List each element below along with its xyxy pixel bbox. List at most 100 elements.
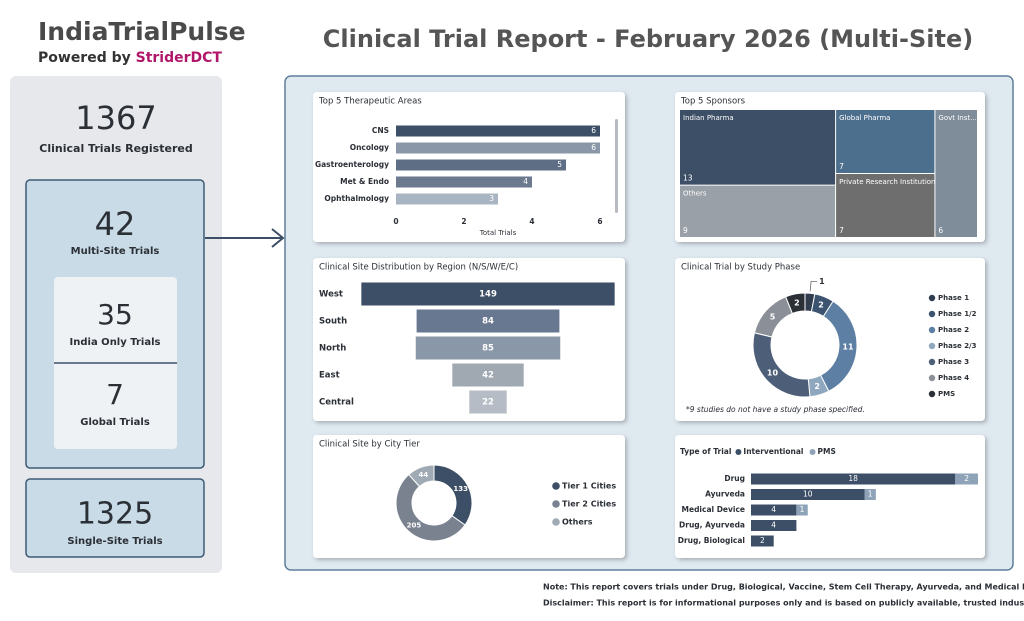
- data-label: 4: [523, 177, 528, 186]
- y-tick-label: CNS: [372, 126, 389, 135]
- bar: [396, 142, 600, 154]
- bar-segment: [864, 489, 876, 500]
- data-label: 44: [419, 471, 429, 479]
- tile-value: 7: [839, 226, 844, 235]
- treemap-tile: [680, 110, 836, 185]
- bar: [396, 159, 566, 171]
- kpi-value: 1367: [75, 99, 156, 137]
- bar-segment: [751, 520, 797, 531]
- legend-label: Tier 1 Cities: [562, 482, 616, 491]
- legend-label: Others: [562, 518, 593, 527]
- data-label: 5: [557, 160, 562, 169]
- data-label: 5: [770, 312, 776, 321]
- tile-value: 9: [683, 226, 688, 235]
- note: Note: This report covers trials under Dr…: [543, 583, 1024, 592]
- data-label: 84: [482, 317, 494, 327]
- legend-label: Phase 1/2: [938, 310, 977, 318]
- y-tick-label: Drug: [724, 474, 745, 483]
- donut-slice: [395, 473, 466, 542]
- y-tick-label: Oncology: [350, 143, 389, 152]
- legend-swatch: [928, 358, 936, 366]
- legend-swatch: [928, 390, 936, 398]
- bar-segment: [955, 473, 978, 485]
- treemap-tile: [836, 174, 935, 237]
- x-tick-label: 4: [529, 217, 534, 226]
- bar: [396, 193, 498, 205]
- legend-swatch: [552, 482, 560, 490]
- arrow: [205, 228, 285, 248]
- legend-swatch: [552, 500, 560, 508]
- kpi-label: Global Trials: [80, 417, 150, 428]
- tile-label: Global Pharma: [839, 114, 890, 122]
- legend-label: Phase 2/3: [938, 342, 977, 350]
- data-label: 22: [482, 398, 494, 408]
- legend-swatch: [928, 326, 936, 334]
- funnel-bar: [361, 282, 615, 306]
- kpi-value: 1325: [77, 497, 153, 532]
- data-label: 1: [800, 505, 805, 514]
- legend-label: PMS: [818, 447, 836, 456]
- chart-title: Clinical Site by City Tier: [319, 440, 420, 450]
- y-tick-label: Medical Device: [682, 505, 745, 514]
- data-label: 10: [803, 490, 813, 499]
- bar-segment: [796, 504, 808, 516]
- legend-swatch: [928, 374, 936, 382]
- bar: [396, 176, 532, 188]
- tile-value: 7: [839, 162, 844, 171]
- legend-label: Tier 2 Cities: [562, 500, 616, 509]
- kpi-value: 35: [97, 298, 133, 331]
- x-tick-label: 6: [597, 217, 602, 226]
- funnel-bar: [469, 390, 507, 414]
- donut-slice: [785, 292, 806, 315]
- tile-label: Govt Inst...: [938, 114, 976, 122]
- bar-segment: [751, 473, 956, 485]
- category-label: Central: [319, 398, 354, 408]
- treemap-tile: [935, 110, 977, 237]
- tile-label: Private Research Institution: [839, 178, 935, 186]
- legend-title: Type of Trial: [680, 447, 731, 456]
- bar-segment: [751, 535, 774, 547]
- y-tick-label: Drug, Ayurveda: [679, 521, 745, 530]
- legend-label: Phase 2: [938, 326, 969, 334]
- tile-label: Indian Pharma: [683, 114, 734, 122]
- kpi-label: India Only Trials: [70, 337, 161, 348]
- tile-value: 13: [683, 174, 693, 183]
- data-label: 2: [964, 474, 969, 483]
- data-label: 11: [842, 343, 854, 352]
- charts: Top 5 Therapeutic Areas CNS 6 Oncology 6 Gast…: [313, 92, 985, 558]
- legend-swatch: [928, 310, 936, 318]
- funnel-bar: [416, 309, 560, 333]
- x-tick-label: 0: [393, 217, 398, 226]
- chart-title: Clinical Trial by Study Phase: [681, 263, 800, 273]
- funnel-bar: [452, 363, 524, 387]
- category-label: West: [319, 290, 343, 300]
- legend-swatch: [928, 294, 936, 302]
- data-label: 205: [407, 521, 422, 529]
- data-label: 42: [482, 371, 494, 381]
- category-label: North: [319, 344, 346, 354]
- powered-label: Powered by: [38, 50, 131, 66]
- kpi-card: [25, 478, 205, 558]
- data-label: 133: [453, 485, 468, 493]
- category-label: South: [319, 317, 347, 327]
- y-tick-label: Met & Endo: [340, 177, 389, 186]
- data-label: 2: [814, 382, 820, 391]
- data-label: 4: [771, 505, 776, 514]
- data-label: 1: [868, 490, 873, 499]
- data-label: 2: [818, 301, 824, 310]
- leader-line: [809, 280, 818, 292]
- chart-card: [675, 258, 985, 421]
- chart-title: Top 5 Therapeutic Areas: [318, 97, 422, 107]
- kpi-label: Multi-Site Trials: [71, 246, 160, 257]
- legend-swatch: [552, 518, 560, 526]
- kpi-value: 7: [106, 378, 124, 411]
- legend-label: Interventional: [743, 447, 803, 456]
- donut-slice: [408, 464, 435, 488]
- data-label: 18: [848, 474, 858, 483]
- kpi-value: 42: [95, 205, 136, 243]
- chart-title: Clinical Site Distribution by Region (N/…: [319, 263, 518, 273]
- x-axis-title: Total Trials: [479, 229, 517, 237]
- bar-segment: [751, 504, 797, 516]
- data-label: 2: [760, 536, 765, 545]
